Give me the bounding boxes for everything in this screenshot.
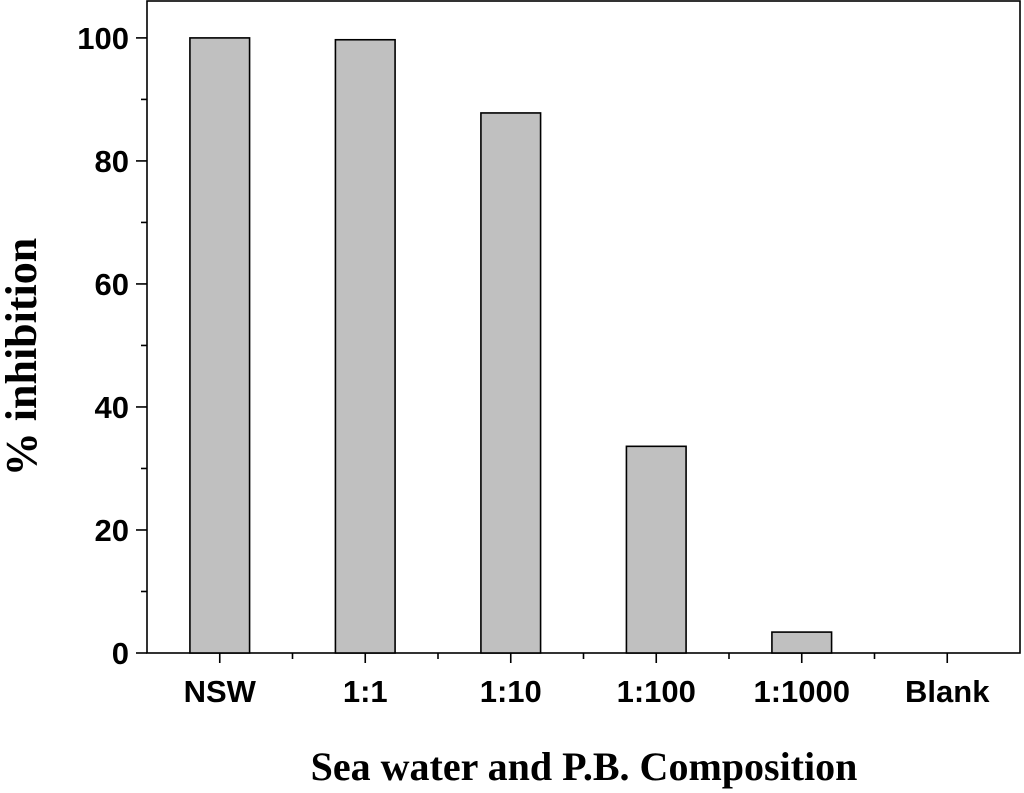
y-tick-label: 80 — [95, 144, 129, 179]
bars-group — [189, 37, 833, 654]
y-tick-label: 20 — [95, 513, 129, 548]
y-tick-label: 40 — [95, 390, 129, 425]
x-tick-label: 1:100 — [617, 674, 696, 709]
x-axis-title: Sea water and P.B. Composition — [311, 744, 858, 789]
bar-2 — [334, 38, 396, 654]
x-tick-label: 1:10 — [480, 674, 542, 709]
y-tick-label: 0 — [112, 636, 129, 671]
x-axis: NSW 1:1 1:10 1:100 1:1000 Blank — [184, 653, 990, 709]
x-tick-label: Blank — [905, 674, 990, 709]
bar-1 — [189, 37, 251, 654]
y-axis: 0 20 40 60 80 100 — [77, 21, 147, 671]
bar-3 — [480, 112, 542, 654]
x-tick-label: 1:1 — [343, 674, 388, 709]
bar-4 — [625, 445, 687, 654]
bar-5 — [771, 631, 833, 654]
y-tick-label: 60 — [95, 267, 129, 302]
y-axis-title: % inhibition — [0, 238, 46, 476]
plot-frame — [146, 0, 1021, 654]
x-tick-label: NSW — [184, 674, 257, 709]
x-tick-label: 1:1000 — [753, 674, 850, 709]
y-tick-label: 100 — [77, 21, 129, 56]
